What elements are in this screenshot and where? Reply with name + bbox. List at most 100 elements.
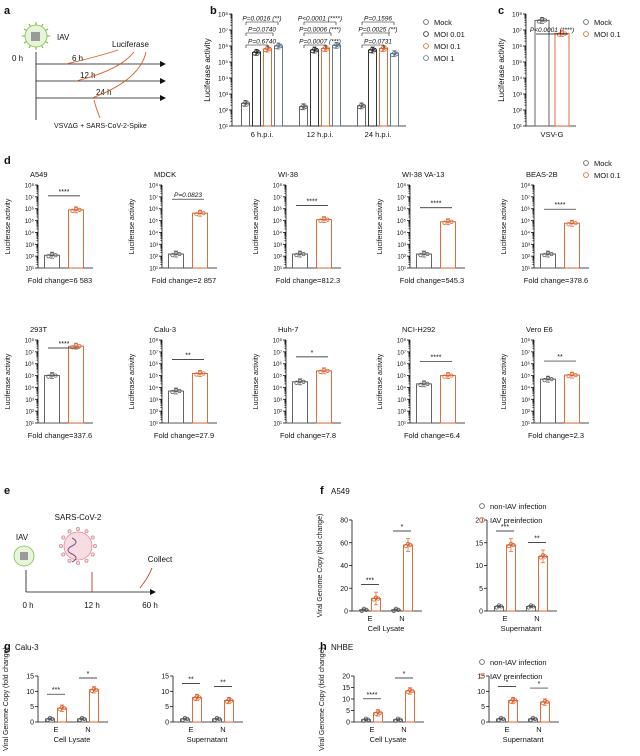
- data-point: [70, 208, 75, 213]
- significance-label: **: [557, 354, 563, 361]
- legend-label: MOI 1: [434, 54, 454, 63]
- data-point: [496, 603, 502, 608]
- y-tick-label: 0: [481, 720, 485, 727]
- data-point: [376, 596, 381, 601]
- legend-label: Mock: [434, 18, 452, 27]
- y-tick-label: 10¹: [149, 267, 158, 273]
- data-point: [405, 541, 411, 547]
- bar: [321, 48, 330, 127]
- bar: [310, 49, 319, 127]
- y-tick-label: 10¹: [521, 422, 530, 428]
- significance-label: *: [538, 681, 541, 688]
- y-axis-label: Luciferase activity: [501, 198, 508, 254]
- x-tick-label: E: [367, 614, 372, 623]
- data-point: [47, 715, 53, 721]
- data-point: [336, 43, 341, 48]
- data-point: [381, 45, 386, 50]
- y-axis-label: Luciferase activity: [129, 353, 136, 409]
- y-tick-label: 10⁴: [218, 76, 228, 83]
- data-point: [59, 705, 65, 710]
- legend-label: MOI 0.1: [594, 30, 621, 39]
- data-point: [53, 253, 58, 258]
- panel-letter: d: [4, 155, 11, 167]
- data-point: [366, 717, 371, 722]
- x-tick-label: N: [85, 725, 90, 734]
- p-value-label: P=0.0007 (***): [299, 39, 341, 46]
- readout-arrow: [65, 49, 119, 65]
- data-point: [361, 606, 367, 611]
- x-tick-label: N: [399, 614, 404, 623]
- y-tick-label: 40: [340, 563, 348, 570]
- legend-marker: [583, 160, 589, 166]
- y-tick-label: 10⁷: [512, 28, 522, 35]
- significance-label: **: [534, 535, 540, 542]
- y-tick-label: 5: [481, 704, 485, 711]
- x-tick-label: N: [401, 725, 406, 734]
- y-tick-label: 80: [340, 518, 348, 525]
- y-tick-label: 10⁷: [397, 194, 406, 201]
- y-tick-label: 10³: [273, 243, 282, 249]
- y-tick-label: 10: [161, 689, 169, 696]
- y-tick-label: 10⁷: [218, 28, 228, 35]
- y-tick-label: 10³: [397, 398, 406, 404]
- y-tick-label: 5: [479, 586, 483, 593]
- data-point: [278, 43, 283, 49]
- data-point: [177, 388, 182, 394]
- bar: [274, 45, 283, 127]
- legend-marker: [423, 43, 429, 49]
- collect-label: Collect: [148, 555, 173, 564]
- data-point: [418, 252, 423, 258]
- cell-line-title: WI-38: [278, 170, 298, 179]
- y-tick-label: 10²: [149, 410, 158, 416]
- data-point: [301, 251, 306, 257]
- significance-label: **: [220, 680, 226, 687]
- y-tick-label: 10⁷: [521, 349, 530, 356]
- iav-spike: [45, 40, 49, 44]
- legend-label: MOI 0.1: [434, 42, 461, 51]
- y-tick-label: 10⁶: [273, 361, 283, 368]
- arrow-head: [150, 589, 156, 595]
- cell-line-title: Huh-7: [278, 325, 298, 334]
- y-axis-label: Luciferase activity: [5, 353, 12, 409]
- y-tick-label: 10¹: [397, 267, 406, 273]
- data-point: [194, 372, 199, 377]
- sars-cov-2-label: SARS-CoV-2: [55, 513, 102, 522]
- cell-line-title: NCI-H292: [402, 325, 435, 334]
- fold-change-label: Fold change=7.8: [280, 431, 336, 440]
- data-point: [201, 211, 206, 216]
- panel-letter: c: [498, 5, 504, 17]
- data-point: [276, 42, 281, 48]
- readout-arrow: [75, 51, 135, 82]
- sars-spike: [59, 544, 64, 549]
- bar: [538, 555, 548, 612]
- y-tick-label: 10⁴: [397, 385, 407, 392]
- significance-label: **: [188, 676, 194, 683]
- data-point: [197, 695, 202, 700]
- y-tick-label: 20: [342, 674, 350, 681]
- y-tick-label: 10²: [149, 255, 158, 261]
- y-tick-label: 10⁴: [521, 230, 531, 237]
- data-point: [265, 45, 270, 51]
- legend-marker: [423, 31, 429, 37]
- data-point: [245, 101, 250, 106]
- bar: [554, 33, 570, 127]
- panel-letter: g: [4, 641, 11, 653]
- data-point: [318, 369, 323, 374]
- panel-letter: h: [320, 641, 327, 653]
- data-point: [229, 698, 234, 703]
- panel-title: NHBE: [331, 643, 353, 652]
- data-point: [543, 554, 548, 559]
- significance-label: ****: [367, 692, 378, 699]
- y-tick-label: 10⁵: [512, 60, 522, 67]
- data-point: [375, 709, 381, 714]
- cell-line-title: Vero E6: [526, 325, 553, 334]
- bar: [192, 373, 208, 424]
- data-point: [53, 373, 58, 378]
- sars-spike: [90, 535, 95, 540]
- panel-letter: e: [4, 485, 10, 497]
- y-tick-label: 10⁸: [397, 338, 407, 345]
- data-point: [170, 252, 175, 258]
- y-tick-label: 10: [475, 563, 483, 570]
- y-tick-label: 10⁵: [25, 218, 35, 225]
- data-point: [545, 699, 550, 705]
